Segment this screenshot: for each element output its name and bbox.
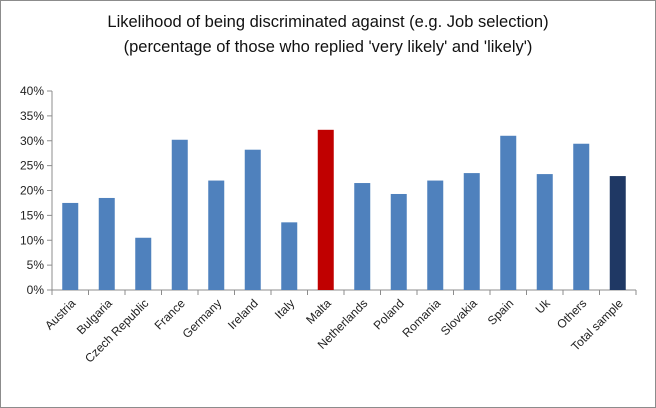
- bar: [390, 193, 407, 290]
- bar: [244, 149, 261, 290]
- bar: [98, 197, 115, 290]
- x-tick-label: Czech Republic: [82, 296, 151, 365]
- bar: [573, 143, 590, 290]
- y-tick-label: 35%: [20, 109, 44, 123]
- bar: [536, 174, 553, 290]
- bar: [317, 129, 334, 290]
- bar: [463, 173, 480, 290]
- y-tick-label: 40%: [20, 84, 44, 98]
- x-tick-label: Others: [554, 296, 589, 331]
- bar: [171, 139, 188, 290]
- bar: [609, 176, 626, 290]
- y-tick-label: 5%: [27, 258, 45, 272]
- bar: [500, 135, 517, 290]
- x-tick-label: Malta: [303, 296, 334, 327]
- bar: [427, 180, 444, 290]
- bar: [208, 180, 225, 290]
- x-tick-label: Ireland: [225, 296, 261, 332]
- y-tick-label: 20%: [20, 184, 44, 198]
- x-tick-label: Uk: [533, 296, 554, 317]
- y-tick-label: 25%: [20, 159, 44, 173]
- bar: [281, 222, 298, 290]
- bar: [354, 183, 371, 290]
- x-tick-label: Germany: [180, 296, 225, 341]
- bar: [135, 237, 152, 290]
- x-tick-label: Italy: [272, 296, 297, 321]
- x-tick-label: Slovakia: [438, 296, 480, 338]
- y-tick-label: 30%: [20, 134, 44, 148]
- chart-subtitle: (percentage of those who replied 'very l…: [123, 38, 533, 56]
- x-tick-label: Romania: [400, 296, 444, 340]
- y-tick-label: 0%: [27, 283, 45, 297]
- x-tick-label: Spain: [485, 296, 517, 328]
- y-tick-label: 15%: [20, 208, 44, 222]
- chart-title-block: Likelihood of being discriminated agains…: [0, 10, 656, 60]
- bar: [62, 202, 79, 290]
- chart-title: Likelihood of being discriminated agains…: [107, 13, 549, 31]
- y-tick-label: 10%: [20, 233, 44, 247]
